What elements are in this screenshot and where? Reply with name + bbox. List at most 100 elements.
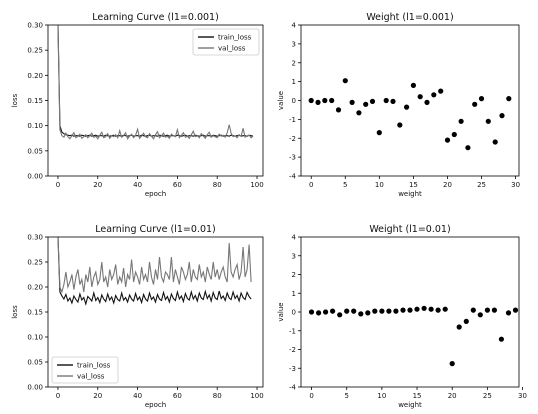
- data-point: [505, 310, 512, 316]
- y-tick-label: -4: [289, 173, 297, 181]
- data-point: [335, 107, 342, 113]
- x-tick-label: 20: [443, 181, 452, 189]
- data-point: [414, 306, 420, 312]
- x-tick-label: 10: [375, 181, 384, 189]
- x-axis-label: epoch: [145, 401, 166, 409]
- data-point: [349, 99, 355, 105]
- chart-title: Learning Curve (l1=0.01): [95, 224, 216, 235]
- data-point: [315, 99, 321, 105]
- y-tick-label: 0.00: [27, 384, 43, 392]
- data-point: [492, 139, 498, 145]
- y-tick-label: 0.15: [27, 309, 43, 317]
- data-point: [417, 94, 423, 100]
- data-point: [491, 307, 497, 313]
- x-tick-label: 100: [250, 181, 263, 189]
- y-tick-label: 0.30: [27, 22, 43, 30]
- x-tick-label: 0: [56, 392, 60, 400]
- y-tick-label: 0.10: [27, 334, 43, 342]
- x-tick-label: 30: [511, 181, 520, 189]
- data-point: [379, 308, 385, 314]
- data-point: [372, 308, 378, 314]
- y-tick-label: 4: [292, 22, 297, 30]
- series-line-val_loss: [57, 236, 252, 294]
- data-point: [477, 312, 483, 318]
- series-line-train_loss: [57, 236, 252, 306]
- chart-title: Learning Curve (l1=0.001): [92, 12, 219, 23]
- data-point: [451, 131, 457, 138]
- data-point: [400, 307, 406, 313]
- data-point: [478, 96, 485, 102]
- data-point: [498, 336, 504, 342]
- y-tick-label: 1: [292, 78, 296, 86]
- data-point: [421, 305, 427, 311]
- data-point: [351, 308, 357, 314]
- y-tick-label: -3: [289, 365, 296, 373]
- data-point: [358, 311, 364, 317]
- data-point: [323, 309, 329, 315]
- legend-label: val_loss: [77, 373, 105, 381]
- data-point: [386, 308, 392, 314]
- y-tick-label: -1: [289, 116, 296, 124]
- y-tick-label: 4: [292, 234, 297, 242]
- y-tick-label: 0.15: [27, 97, 43, 105]
- data-point: [329, 97, 335, 104]
- x-tick-label: 40: [133, 392, 142, 400]
- x-tick-label: 0: [56, 181, 60, 189]
- data-point: [444, 137, 451, 143]
- x-axis-label: weight: [398, 190, 422, 198]
- data-point: [465, 145, 471, 151]
- y-tick-label: 0: [292, 309, 296, 317]
- data-point: [470, 307, 476, 313]
- y-axis-label: value: [277, 91, 285, 110]
- x-tick-label: 100: [250, 392, 263, 400]
- y-tick-label: 0.30: [27, 234, 43, 242]
- x-tick-label: 5: [343, 181, 347, 189]
- x-axis-label: weight: [398, 401, 422, 409]
- y-axis-label: value: [277, 302, 285, 321]
- y-axis-label: loss: [11, 305, 19, 319]
- data-point: [431, 92, 437, 98]
- x-tick-label: 20: [93, 181, 102, 189]
- data-point: [330, 308, 336, 314]
- chart-panel-4: Weight (l1=0.01) 0 5 10 15 20 25 30 -4 -3 -2 -1 0 1 2 3…: [277, 224, 527, 409]
- data-point: [308, 97, 314, 104]
- y-tick-label: -1: [289, 327, 296, 335]
- x-tick-label: 0: [309, 181, 313, 189]
- data-point: [344, 308, 350, 314]
- chart-panel-2: Weight (l1=0.001) 0 5 10 15 20 25 30 -4 -3 -2 -1 0 1 2…: [277, 12, 520, 198]
- data-point: [512, 307, 519, 313]
- y-tick-label: 0.05: [27, 359, 43, 367]
- data-point: [424, 99, 430, 105]
- data-point: [499, 113, 505, 119]
- data-point: [442, 306, 448, 312]
- chart-title: Weight (l1=0.01): [369, 224, 450, 235]
- data-point: [458, 118, 464, 124]
- data-point: [342, 78, 348, 84]
- legend: train_loss val_loss: [192, 28, 260, 56]
- x-tick-label: 25: [483, 392, 492, 400]
- y-tick-label: 0: [292, 97, 296, 105]
- x-tick-label: 15: [413, 392, 422, 400]
- x-axis-label: epoch: [145, 190, 166, 198]
- y-tick-label: 0.20: [27, 284, 43, 292]
- data-point: [407, 307, 413, 313]
- data-point: [397, 122, 403, 128]
- legend-label: train_loss: [77, 362, 111, 370]
- x-tick-label: 25: [477, 181, 486, 189]
- data-point: [438, 88, 444, 94]
- y-tick-label: 0.05: [27, 147, 43, 155]
- y-tick-label: 0.25: [27, 47, 43, 55]
- x-tick-label: 60: [173, 392, 182, 400]
- data-point: [393, 308, 399, 314]
- chart-title: Weight (l1=0.001): [366, 12, 453, 23]
- legend: train_loss val_loss: [51, 356, 119, 384]
- data-point: [428, 306, 434, 312]
- y-tick-label: 0.00: [27, 173, 43, 181]
- y-tick-label: 0.25: [27, 259, 43, 267]
- data-point: [449, 361, 455, 367]
- data-point: [463, 318, 469, 324]
- data-point: [390, 98, 396, 104]
- legend-label: train_loss: [218, 34, 252, 42]
- data-point: [363, 101, 369, 107]
